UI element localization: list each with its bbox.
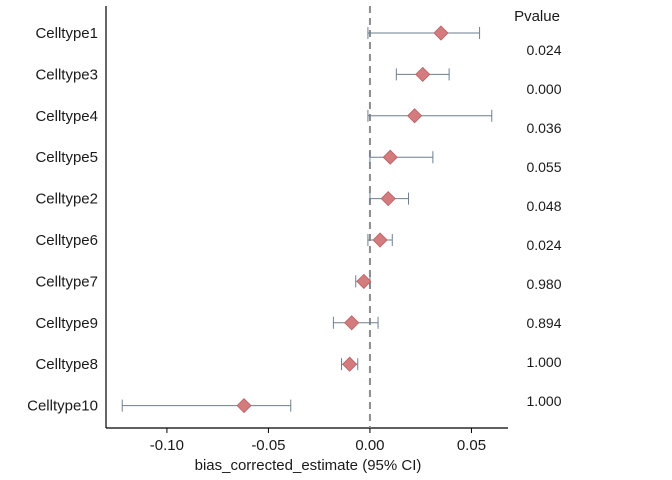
estimate-marker [433,25,449,41]
row-label: Celltype10 [27,398,98,415]
data-rows: Celltype1 Celltype3 Celltype4 Celltype5 Cell… [27,25,493,415]
forest-row: Celltype9 [35,315,379,332]
pvalue-text: 0.000 [526,81,561,97]
pvalue-text: 1.000 [526,354,561,370]
pvalue-text: 1.000 [526,393,561,409]
estimate-marker [407,108,423,124]
forest-row: Celltype7 [35,273,372,290]
pvalue-text: 0.024 [526,237,561,253]
pvalue-text: 0.055 [526,159,561,175]
forest-row: Celltype6 [35,232,393,249]
pvalue-text: 0.894 [526,315,561,331]
x-tick-label: -0.10 [150,437,184,454]
row-label: Celltype2 [35,191,98,208]
row-label: Celltype6 [35,232,98,249]
pvalue-column: Pvalue 0.024 0.000 0.036 0.055 0.048 0.024 0.9… [514,8,562,409]
row-label: Celltype1 [35,25,98,42]
forest-row: Celltype1 [35,25,481,42]
row-label: Celltype4 [35,108,98,125]
pvalue-text: 0.048 [526,198,561,214]
pvalue-text: 0.980 [526,276,561,292]
row-label: Celltype9 [35,315,98,332]
x-tick-label: 0.05 [457,437,486,454]
estimate-marker [372,232,388,248]
pvalue-header: Pvalue [514,8,560,25]
pvalue-text: 0.036 [526,120,561,136]
estimate-marker [415,66,431,82]
x-axis: -0.10 -0.05 0.00 0.05 [150,428,486,454]
forest-row: Celltype8 [35,356,359,373]
row-label: Celltype3 [35,66,98,83]
x-tick-label: 0.00 [355,437,384,454]
estimate-marker [380,191,396,207]
forest-row: Celltype10 [27,398,292,415]
forest-row: Celltype4 [35,108,493,125]
estimate-marker [344,315,360,331]
pvalue-text: 0.024 [526,42,561,58]
x-axis-label: bias_corrected_estimate (95% CI) [195,457,422,474]
estimate-marker [382,149,398,165]
forest-row: Celltype2 [35,191,410,208]
x-tick-label: -0.05 [251,437,285,454]
forest-row: Celltype5 [35,149,434,166]
row-label: Celltype8 [35,356,98,373]
estimate-marker [342,356,358,372]
plot-axes [105,6,508,429]
row-label: Celltype7 [35,273,98,290]
forest-row: Celltype3 [35,66,450,83]
row-label: Celltype5 [35,149,98,166]
estimate-marker [236,398,252,414]
estimate-marker [356,273,372,289]
